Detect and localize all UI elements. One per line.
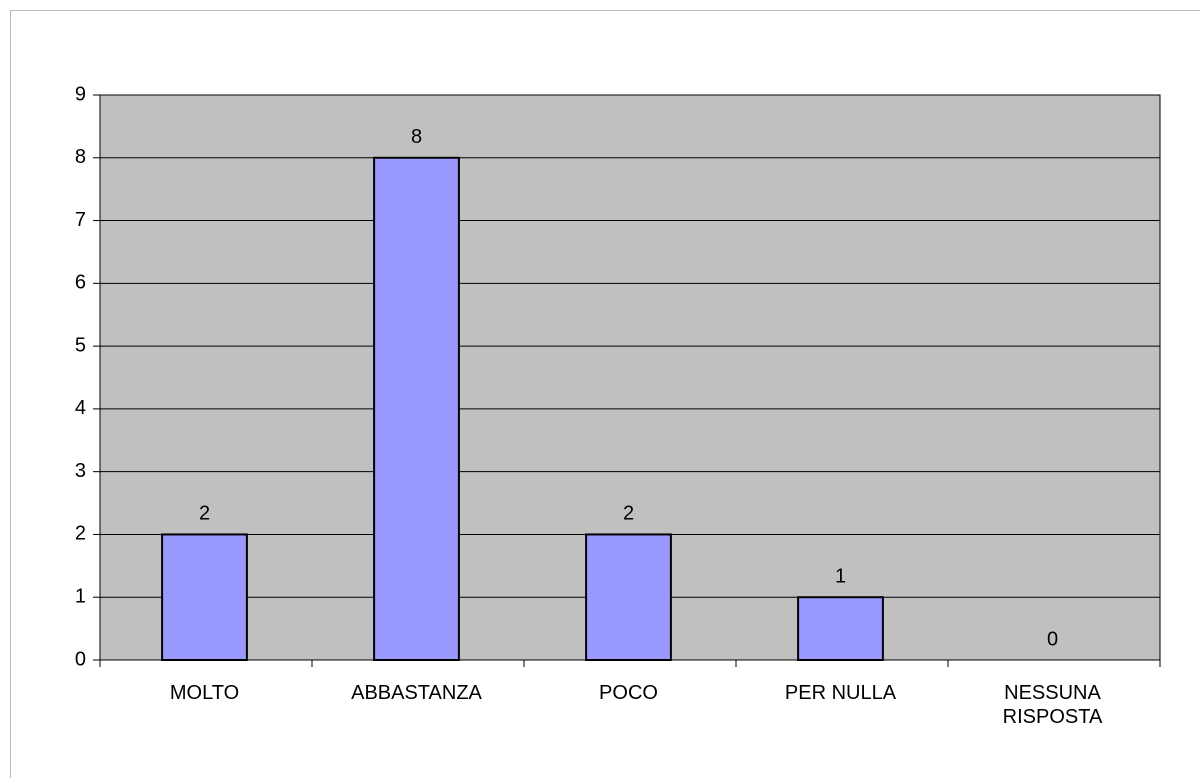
y-tick-label: 2	[75, 523, 86, 545]
y-tick-label: 4	[75, 397, 86, 419]
y-tick-label: 6	[75, 272, 86, 294]
y-tick-label: 8	[75, 146, 86, 168]
y-tick-label: 1	[75, 586, 86, 608]
x-tick-label: ABBASTANZA	[351, 682, 482, 704]
bar	[373, 156, 460, 661]
x-tick-label: MOLTO	[169, 682, 240, 704]
bar	[585, 533, 672, 662]
x-tick-label: PER NULLA	[784, 682, 897, 704]
data-label: 1	[835, 566, 846, 588]
x-tick-label: POCO	[599, 682, 658, 704]
frame	[10, 10, 1200, 778]
x-tick-label: NESSUNA RISPOSTA	[1002, 682, 1103, 728]
data-label: 2	[623, 503, 634, 525]
y-tick-label: 7	[75, 209, 86, 231]
data-label: 8	[411, 126, 422, 148]
y-tick-label: 0	[75, 648, 86, 670]
y-tick-label: 9	[75, 83, 86, 105]
data-label: 2	[199, 503, 210, 525]
bar	[161, 533, 248, 662]
data-label: 0	[1047, 628, 1058, 650]
bar	[797, 596, 884, 662]
y-tick-label: 3	[75, 460, 86, 482]
y-tick-label: 5	[75, 334, 86, 356]
